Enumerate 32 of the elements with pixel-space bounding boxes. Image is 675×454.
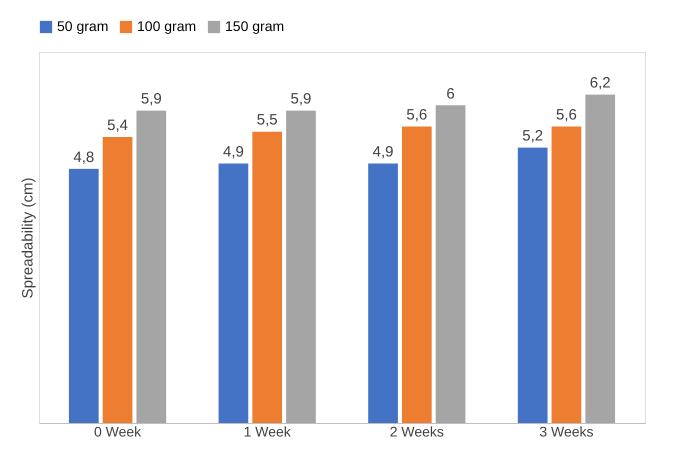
data-label: 5,9 [290,90,312,108]
bar [368,164,398,423]
bar [252,132,282,423]
bar [218,164,248,423]
x-tick-label: 2 Weeks [390,424,444,440]
bar [136,110,166,423]
bar [518,148,548,423]
legend-label: 50 gram [57,18,108,34]
data-label: 4,9 [222,144,244,161]
data-label: 4,9 [372,144,394,161]
bar [402,126,432,423]
data-label: 5,9 [140,90,162,108]
data-label: 5,6 [556,106,577,124]
data-label: 6,2 [590,74,611,92]
bar [552,126,582,423]
x-tick-label: 0 Week [94,424,142,440]
y-axis-title: Spreadability (cm) [20,178,36,298]
bar [68,168,99,423]
data-label: 5,4 [107,117,128,134]
bar [436,105,466,423]
x-tick-label: 1 Week [244,424,292,440]
data-label: 5,2 [522,128,544,145]
legend-label: 150 gram [225,18,284,34]
data-label: 5,5 [256,112,278,129]
legend-label: 100 gram [137,18,196,34]
data-label: 5,6 [406,106,428,124]
bar [585,94,616,423]
data-label: 6 [446,85,455,102]
x-tick-label: 3 Weeks [539,424,594,440]
bar [102,137,132,423]
data-label: 4,8 [73,148,94,166]
bar [286,110,316,423]
